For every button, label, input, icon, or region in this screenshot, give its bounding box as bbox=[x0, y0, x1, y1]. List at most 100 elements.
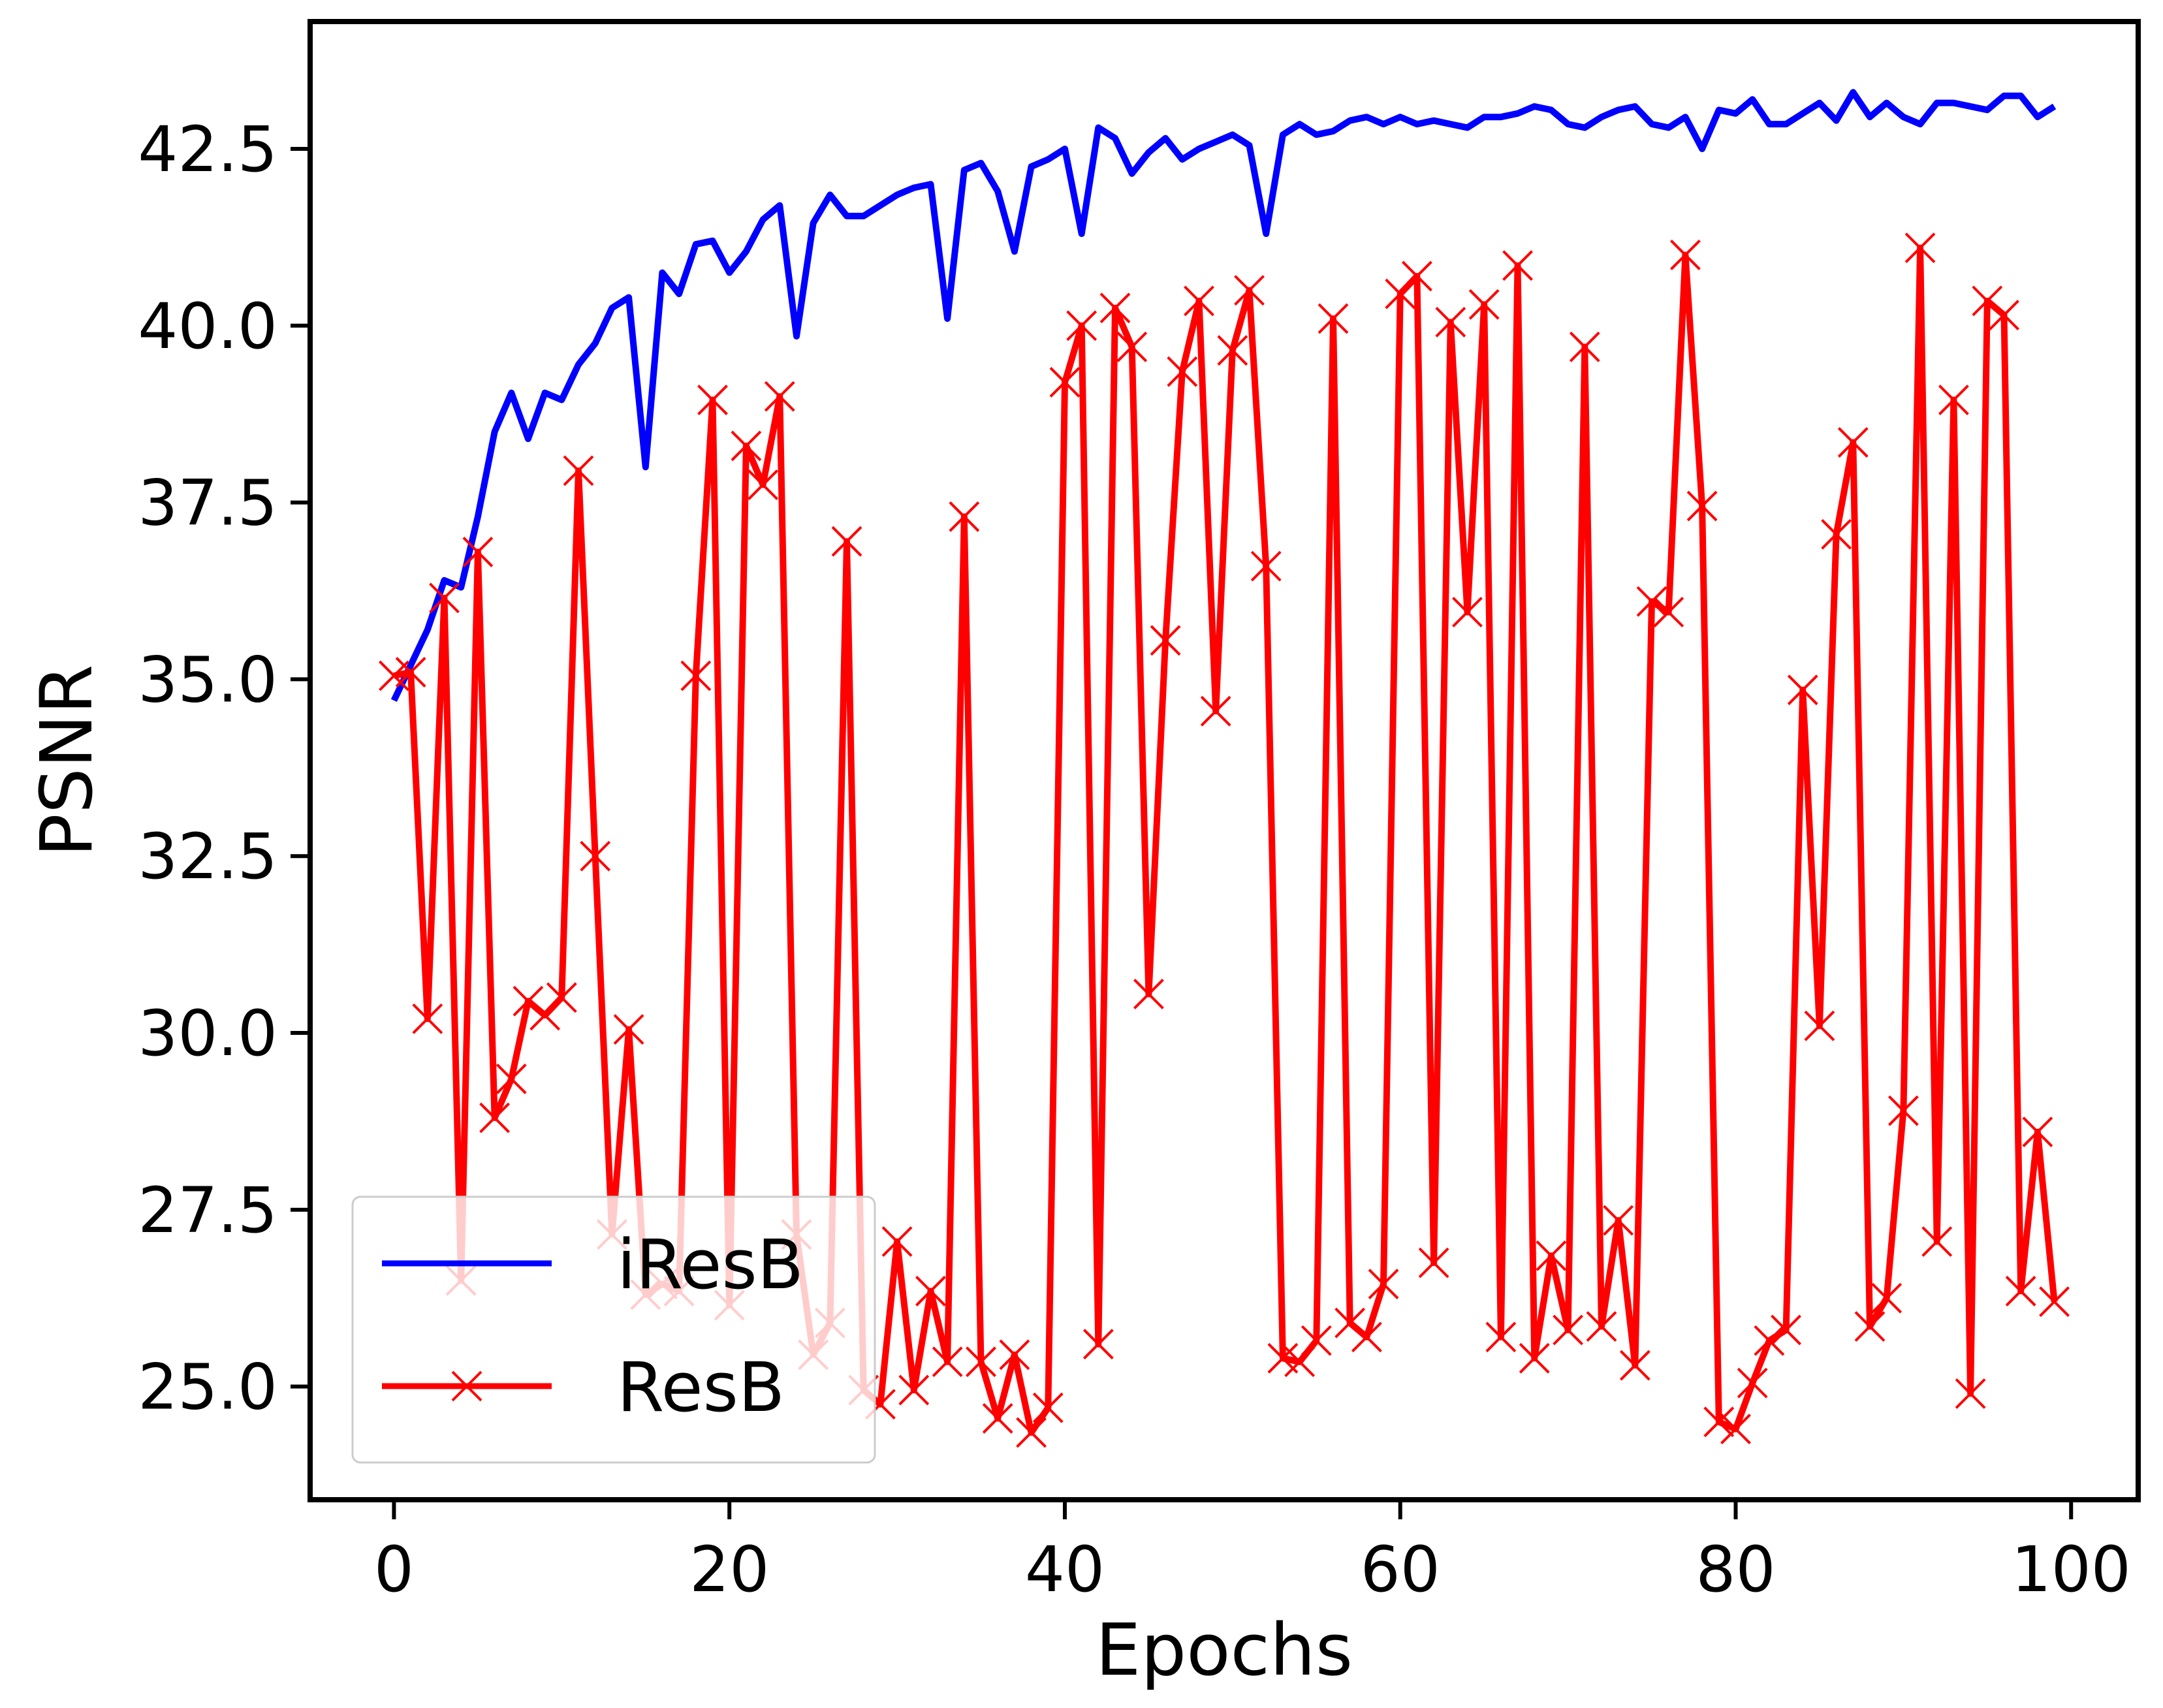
data-point-resb bbox=[1502, 250, 1533, 281]
x-tick-label: 60 bbox=[1361, 1533, 1440, 1606]
data-point-resb bbox=[513, 985, 544, 1017]
data-point-resb bbox=[462, 537, 494, 567]
data-point-resb bbox=[1569, 331, 1600, 362]
data-point-resb bbox=[1787, 674, 1818, 706]
data-point-resb bbox=[1519, 1342, 1550, 1374]
data-point-resb bbox=[1737, 1367, 1768, 1399]
legend-label-resb: ResB bbox=[617, 1348, 785, 1427]
x-axis-title: Epochs bbox=[1096, 1608, 1353, 1692]
data-point-resb bbox=[1368, 1269, 1399, 1300]
data-point-resb bbox=[1116, 331, 1148, 362]
data-point-resb bbox=[1686, 490, 1718, 522]
y-tick-label: 37.5 bbox=[138, 467, 277, 540]
data-point-resb bbox=[1032, 1392, 1064, 1423]
data-point-resb bbox=[1150, 625, 1181, 656]
data-point-resb bbox=[1904, 232, 1936, 264]
x-tick-label: 20 bbox=[689, 1533, 769, 1606]
series-markers bbox=[379, 232, 2070, 1448]
data-point-resb bbox=[496, 1064, 527, 1094]
data-point-resb bbox=[1821, 518, 1852, 550]
data-point-resb bbox=[1804, 1010, 1835, 1041]
data-point-resb bbox=[1553, 1314, 1584, 1346]
data-point-resb bbox=[1250, 550, 1282, 582]
y-tick-label: 27.5 bbox=[138, 1174, 277, 1247]
data-point-resb bbox=[1318, 303, 1349, 334]
y-tick-label: 42.5 bbox=[138, 113, 277, 186]
legend-label-iresb: iResB bbox=[617, 1225, 804, 1305]
data-point-resb bbox=[898, 1374, 930, 1406]
x-tick-label: 40 bbox=[1025, 1533, 1105, 1606]
x-tick-label: 100 bbox=[2012, 1533, 2131, 1606]
data-point-resb bbox=[1452, 597, 1483, 627]
x-tick-label: 80 bbox=[1696, 1533, 1775, 1606]
data-point-resb bbox=[1619, 1350, 1650, 1381]
data-point-resb bbox=[2022, 1116, 2053, 1148]
data-point-resb bbox=[731, 430, 762, 462]
data-point-resb bbox=[1653, 597, 1684, 627]
data-point-resb bbox=[1217, 335, 1248, 366]
y-tick-label: 35.0 bbox=[138, 643, 277, 716]
legend-x-marker bbox=[451, 1370, 482, 1402]
data-point-resb bbox=[1082, 1329, 1114, 1360]
series-line-iresb bbox=[390, 89, 2057, 703]
data-point-resb bbox=[1938, 385, 1969, 415]
data-point-resb bbox=[1066, 310, 1097, 341]
data-point-resb bbox=[697, 385, 728, 415]
data-point-resb bbox=[764, 381, 795, 412]
data-point-resb bbox=[580, 840, 611, 872]
data-point-resb bbox=[479, 1102, 510, 1133]
data-point-resb bbox=[932, 1346, 963, 1378]
y-tick-label: 25.0 bbox=[138, 1351, 277, 1424]
data-point-resb bbox=[429, 582, 460, 614]
data-point-resb bbox=[1603, 1205, 1634, 1236]
data-point-resb bbox=[1099, 293, 1131, 324]
data-point-resb bbox=[1989, 300, 2019, 330]
data-point-resb bbox=[1871, 1282, 1902, 1314]
y-tick-label: 40.0 bbox=[138, 290, 277, 363]
data-point-resb bbox=[1771, 1314, 1801, 1346]
data-point-resb bbox=[1200, 695, 1231, 727]
data-point-resb bbox=[915, 1276, 946, 1306]
data-point-resb bbox=[982, 1403, 1013, 1434]
data-point-resb bbox=[1921, 1226, 1953, 1257]
y-axis-title: PSNR bbox=[25, 665, 108, 857]
data-point-resb bbox=[1670, 240, 1701, 270]
data-point-resb bbox=[1435, 306, 1466, 338]
data-point-resb bbox=[748, 469, 778, 500]
legend: iResB ResB bbox=[351, 1195, 876, 1464]
data-point-resb bbox=[1887, 1095, 1919, 1126]
x-tick-label: 0 bbox=[374, 1533, 414, 1606]
y-tick-label: 30.0 bbox=[138, 997, 277, 1070]
data-point-resb bbox=[1401, 261, 1432, 292]
data-point-resb bbox=[1955, 1378, 1986, 1409]
data-point-resb bbox=[2039, 1286, 2070, 1318]
data-point-resb bbox=[2005, 1276, 2036, 1306]
data-point-resb bbox=[1167, 356, 1198, 387]
data-point-resb bbox=[613, 1014, 644, 1045]
data-point-resb bbox=[1016, 1417, 1047, 1448]
data-point-resb bbox=[999, 1339, 1030, 1370]
data-point-resb bbox=[1184, 285, 1214, 317]
data-point-resb bbox=[1301, 1325, 1332, 1356]
legend-marker-resb bbox=[451, 1370, 482, 1402]
data-point-resb bbox=[1485, 1321, 1517, 1353]
data-point-resb bbox=[1854, 1311, 1886, 1342]
data-point-resb bbox=[1536, 1240, 1567, 1271]
data-point-resb bbox=[1754, 1325, 1785, 1356]
data-point-resb bbox=[831, 526, 862, 557]
data-point-resb bbox=[1284, 1346, 1316, 1378]
y-axis: 25.0 27.5 30.0 32.5 35.0 37.5 40.0 42.5 bbox=[138, 113, 308, 1424]
data-point-resb bbox=[680, 660, 712, 691]
y-tick-label: 32.5 bbox=[138, 820, 277, 893]
data-point-resb bbox=[1586, 1311, 1617, 1342]
data-point-resb bbox=[949, 501, 980, 532]
data-point-resb bbox=[412, 1003, 443, 1034]
data-point-resb bbox=[1837, 427, 1869, 458]
data-point-resb bbox=[1636, 586, 1667, 617]
data-point-resb bbox=[395, 657, 426, 688]
data-point-resb bbox=[546, 982, 577, 1013]
data-point-resb bbox=[881, 1226, 913, 1257]
data-point-resb bbox=[1351, 1321, 1382, 1353]
data-point-resb bbox=[1334, 1307, 1366, 1338]
